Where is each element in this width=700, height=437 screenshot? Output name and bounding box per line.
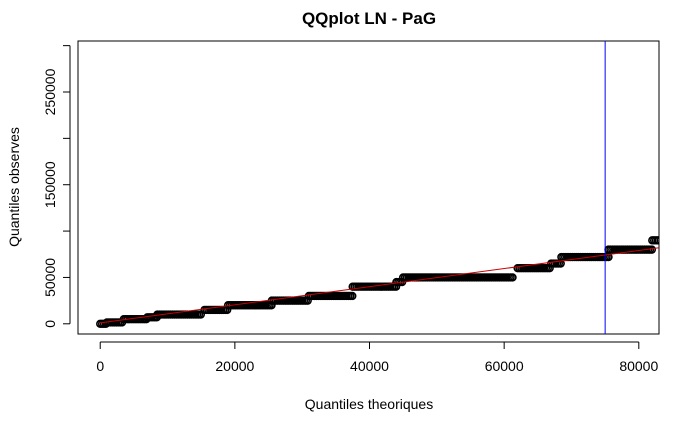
y-tick-label-0: 0	[42, 320, 58, 328]
x-tick-label-2: 40000	[350, 358, 389, 374]
x-tick-label-3: 60000	[485, 358, 524, 374]
y-tick-label-2: 150000	[42, 161, 58, 208]
reference-line	[100, 247, 659, 324]
x-tick-label-1: 20000	[215, 358, 254, 374]
data-points	[96, 236, 659, 329]
x-tick-label-0: 0	[96, 358, 104, 374]
chart-title: QQplot LN - PaG	[302, 9, 436, 28]
y-tick-label-1: 50000	[42, 258, 58, 297]
data-point	[653, 236, 659, 245]
plot-frame	[77, 40, 660, 335]
plot-layer: 0 20000 40000 60000 80000 0 50000 150000 250000	[42, 40, 660, 374]
data-point	[267, 301, 276, 310]
x-axis-label: Quantiles theoriques	[305, 396, 433, 412]
x-tick-label-4: 80000	[619, 358, 658, 374]
y-tick-label-3: 250000	[42, 68, 58, 115]
data-point	[348, 291, 357, 301]
data-point	[508, 273, 517, 282]
y-axis-label: Quantiles observes	[6, 127, 22, 247]
